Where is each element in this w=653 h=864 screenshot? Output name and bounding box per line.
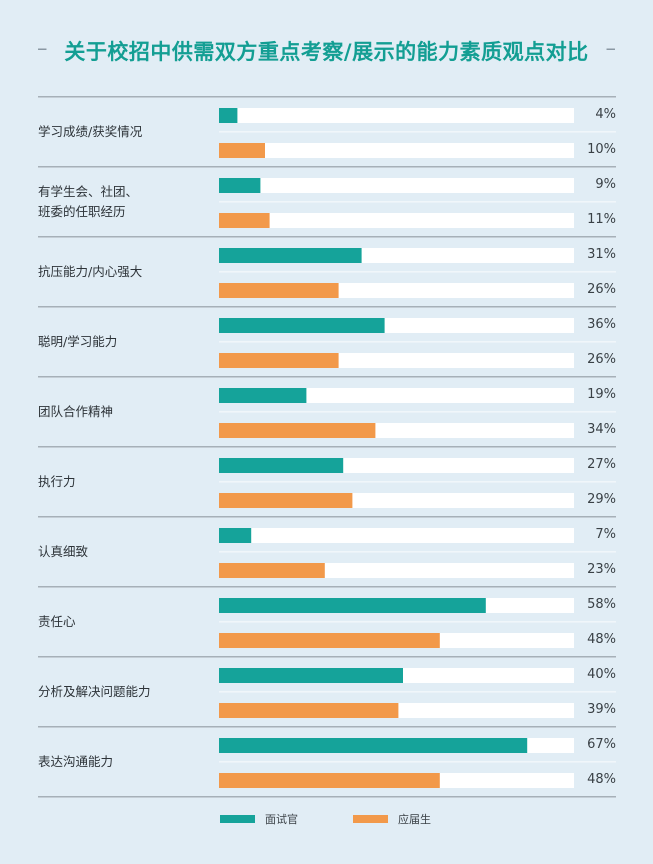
value-label: 40% [587,667,616,682]
bar-interviewer [219,178,261,193]
divider [38,796,616,798]
divider [38,516,616,518]
bar-track [219,178,574,193]
value-label: 36% [587,317,616,332]
value-label: 29% [587,492,616,507]
row-separator [219,691,616,693]
value-label: 34% [587,422,616,437]
chart-title: 关于校招中供需双方重点考察/展示的能力素质观点对比 [64,40,589,64]
value-label: 10% [587,142,616,157]
divider-top [38,96,616,98]
divider [38,656,616,658]
category-label: 分析及解决问题能力 [38,682,151,702]
row-separator [219,271,616,273]
category-label-line: 班委的任职经历 [38,204,126,219]
category-label-line: 认真细致 [38,544,89,559]
category-label: 聪明/学习能力 [38,332,117,352]
row-separator [219,481,616,483]
divider [38,166,616,168]
title-dash-right: – [605,36,617,60]
bar-graduate [219,213,270,228]
divider [38,376,616,378]
bar-interviewer [219,598,486,613]
category-label-line: 团队合作精神 [38,404,114,419]
legend-swatch [353,815,388,823]
bar-graduate [219,773,440,788]
bar-track [219,213,574,228]
category-label-line: 有学生会、社团、 [38,184,139,199]
bar-interviewer [219,528,252,543]
category-label-line: 表达沟通能力 [38,754,114,769]
category-label-line: 分析及解决问题能力 [38,684,151,699]
bar-interviewer [219,108,238,123]
row-separator [219,621,616,623]
category-label-line: 学习成绩/获奖情况 [38,124,143,139]
divider [38,586,616,588]
row-separator [219,341,616,343]
legend-label: 面试官 [265,813,298,826]
value-label: 31% [587,247,616,262]
value-label: 7% [595,527,616,542]
bar-interviewer [219,318,385,333]
divider [38,726,616,728]
row-separator [219,551,616,553]
category-label: 抗压能力/内心强大 [38,262,142,282]
value-label: 9% [595,177,616,192]
category-label-line: 执行力 [38,474,76,489]
value-label: 26% [587,352,616,367]
legend-swatch [220,815,255,823]
bar-graduate [219,493,353,508]
bar-track [219,143,574,158]
value-label: 48% [587,632,616,647]
row-separator [219,411,616,413]
bar-interviewer [219,668,403,683]
category-label: 有学生会、社团、 班委的任职经历 [38,182,138,222]
bar-interviewer [219,738,528,753]
row-separator [219,131,616,133]
bar-graduate [219,423,376,438]
value-label: 19% [587,387,616,402]
value-label: 67% [587,737,616,752]
value-label: 4% [595,107,616,122]
bar-track [219,528,574,543]
bar-graduate [219,283,339,298]
bar-graduate [219,633,440,648]
value-label: 23% [587,562,616,577]
title-dash-left: – [37,36,48,60]
category-label-line: 责任心 [38,614,76,629]
value-label: 39% [587,702,616,717]
category-label: 责任心 [38,612,76,632]
value-label: 11% [587,212,616,227]
category-label: 认真细致 [38,542,88,562]
bar-graduate [219,703,399,718]
category-label-line: 聪明/学习能力 [38,334,118,349]
category-label-line: 抗压能力/内心强大 [38,264,143,279]
category-label: 学习成绩/获奖情况 [38,122,142,142]
legend-label: 应届生 [398,813,431,826]
bar-interviewer [219,248,362,263]
divider [38,446,616,448]
bar-track [219,388,574,403]
value-label: 58% [587,597,616,612]
value-label: 27% [587,457,616,472]
category-label: 执行力 [38,472,76,492]
row-separator [219,201,616,203]
bar-graduate [219,143,265,158]
divider [38,236,616,238]
bar-interviewer [219,458,344,473]
value-label: 48% [587,772,616,787]
bar-graduate [219,353,339,368]
row-separator [219,761,616,763]
category-label: 表达沟通能力 [38,752,113,772]
bar-track [219,108,574,123]
bar-interviewer [219,388,307,403]
bar-graduate [219,563,325,578]
value-label: 26% [587,282,616,297]
category-label: 团队合作精神 [38,402,113,422]
divider [38,306,616,308]
